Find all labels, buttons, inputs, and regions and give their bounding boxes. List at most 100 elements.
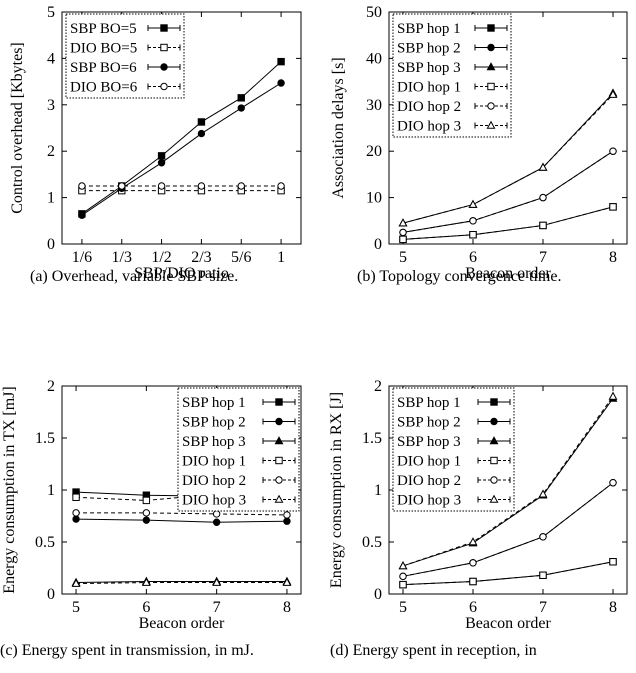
data-point [469, 231, 477, 239]
x-tick-label: 8 [609, 599, 617, 616]
y-tick-label: 0.5 [362, 534, 382, 551]
data-point [398, 561, 408, 570]
legend-box [177, 387, 300, 512]
legend-marker [160, 24, 168, 32]
legend-label: SBP hop 2 [397, 415, 461, 431]
data-point [468, 537, 478, 546]
data-point [399, 580, 407, 589]
legend-marker [487, 82, 495, 91]
y-tick-label: 1.5 [35, 430, 55, 447]
series-line-5 [76, 582, 287, 585]
legend-marker [275, 476, 283, 484]
data-point [142, 496, 151, 505]
data-point [197, 182, 206, 190]
legend-label: DIO hop 3 [182, 493, 246, 509]
x-tick-label: 1/2 [151, 249, 171, 266]
legend-marker [275, 417, 283, 426]
caption-b: (b) Topology convergence time. [357, 268, 562, 285]
y-tick-label: 0 [374, 236, 382, 253]
legend-label: DIO BO=5 [70, 41, 137, 57]
x-tick-label: 1 [277, 249, 285, 266]
x-tick-label: 7 [539, 599, 547, 616]
legend-label: DIO hop 1 [397, 80, 461, 96]
series-line-4 [402, 150, 614, 233]
y-tick-label: 2 [374, 378, 382, 395]
x-tick-label: 5 [72, 599, 80, 616]
legend-label: SBP BO=6 [70, 60, 137, 76]
x-tick-label: 1/6 [72, 249, 92, 266]
data-point [469, 577, 477, 586]
data-point [197, 118, 206, 126]
data-point [399, 228, 407, 237]
data-point [539, 193, 547, 202]
data-point [609, 203, 617, 211]
x-tick-label: 8 [283, 599, 291, 616]
data-point [609, 147, 617, 155]
data-point [71, 578, 81, 587]
legend-marker [160, 63, 168, 71]
series-line-1 [402, 150, 614, 233]
chart-panel-3: 0 0.5 1 1.5 2 5 6 7 8 Beacon order Energy consumpt… [328, 378, 628, 632]
data-point [608, 391, 618, 400]
legend-box [392, 13, 512, 138]
caption-d: (d) Energy spent in reception, in [330, 642, 537, 659]
series-line-0 [402, 561, 614, 586]
legend-label: DIO hop 1 [397, 454, 461, 470]
data-point [469, 217, 477, 225]
legend-marker [160, 43, 168, 52]
data-point [157, 182, 166, 190]
x-tick-label: 1/3 [112, 249, 132, 266]
data-point [539, 221, 547, 230]
y-axis-label: Energy consumption in RX [J] [328, 392, 345, 588]
legend-marker [486, 62, 496, 71]
legend-label: SBP hop 3 [397, 434, 461, 450]
data-point [277, 57, 285, 66]
y-tick-label: 0.5 [35, 534, 55, 551]
x-tick-label: 5/6 [231, 249, 251, 266]
plot-frame [61, 11, 302, 245]
y-tick-label: 0 [374, 586, 382, 603]
series-line-4 [76, 512, 287, 516]
data-point [277, 182, 285, 190]
data-point [212, 577, 222, 586]
legend-label: DIO BO=6 [70, 80, 138, 96]
data-point [398, 218, 408, 227]
legend-label: SBP hop 3 [397, 60, 461, 76]
data-point [72, 509, 80, 517]
data-point [237, 94, 245, 102]
x-axis-label: Beacon order [465, 265, 551, 282]
caption-c: (c) Energy spent in transmission, in mJ. [0, 642, 254, 659]
series-line-0 [402, 206, 614, 240]
legend-marker [490, 456, 498, 465]
legend-marker [489, 494, 499, 503]
legend-marker [490, 417, 498, 426]
legend-marker [160, 82, 168, 91]
y-axis-label: Association delays [s] [330, 57, 347, 198]
legend-marker [275, 398, 283, 406]
legend-label: DIO hop 2 [397, 473, 461, 489]
y-tick-label: 10 [366, 190, 382, 207]
y-tick-label: 5 [47, 4, 55, 21]
y-tick-label: 1 [47, 190, 55, 207]
x-tick-label: 5 [399, 249, 407, 266]
y-tick-label: 0 [47, 586, 55, 603]
legend-marker [274, 436, 284, 445]
x-tick-label: 6 [469, 599, 477, 616]
data-point [157, 159, 166, 167]
data-point [468, 199, 478, 208]
data-point [72, 515, 80, 523]
y-tick-label: 1 [374, 482, 382, 499]
legend-label: SBP hop 1 [397, 21, 461, 37]
x-tick-label: 6 [142, 599, 150, 616]
data-point [469, 559, 477, 567]
x-tick-label: 8 [609, 249, 617, 266]
legend-label: SBP hop 1 [182, 395, 246, 411]
data-point [277, 79, 285, 87]
legend-marker [487, 102, 495, 110]
legend-label: DIO hop 3 [397, 119, 461, 135]
data-point [237, 182, 245, 190]
x-tick-label: 7 [213, 599, 221, 616]
y-tick-label: 4 [47, 50, 55, 67]
legend-label: SBP hop 2 [182, 415, 246, 431]
series-line-3 [402, 561, 614, 586]
